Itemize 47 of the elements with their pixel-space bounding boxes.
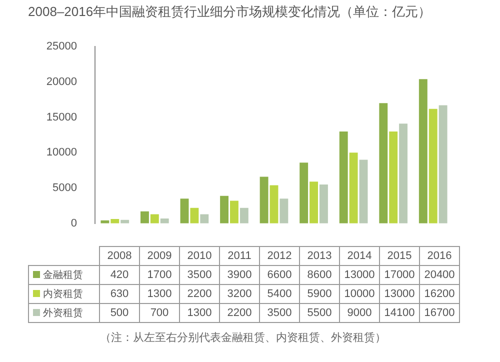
data-label: 420 bbox=[100, 266, 140, 284]
data-label: 3500 bbox=[180, 266, 220, 284]
data-label: 13000 bbox=[340, 266, 380, 284]
x-tick-label: 2013 bbox=[300, 246, 340, 266]
legend-label: 金融租赁 bbox=[28, 266, 100, 284]
data-label: 1300 bbox=[140, 284, 180, 304]
data-label: 1700 bbox=[140, 266, 180, 284]
data-label: 14100 bbox=[380, 304, 420, 322]
x-tick-label: 2009 bbox=[140, 246, 180, 266]
x-tick-label: 2014 bbox=[340, 246, 380, 266]
x-tick-label: 2015 bbox=[380, 246, 420, 266]
data-label: 5500 bbox=[300, 304, 340, 322]
data-label: 13000 bbox=[380, 284, 420, 304]
data-label: 3200 bbox=[220, 284, 260, 304]
data-label: 630 bbox=[100, 284, 140, 304]
data-label: 16700 bbox=[420, 304, 460, 322]
x-tick-label: 2012 bbox=[260, 246, 300, 266]
y-tick-label: 20000 bbox=[46, 76, 77, 88]
y-tick-label: 0 bbox=[70, 217, 77, 230]
x-tick-label: 2011 bbox=[220, 246, 260, 266]
chart-title: 2008–2016年中国融资租赁行业细分市场规模变化情况（单位：亿元） bbox=[28, 3, 432, 21]
data-label: 1300 bbox=[180, 304, 220, 322]
data-label: 3900 bbox=[220, 266, 260, 284]
data-label: 700 bbox=[140, 304, 180, 322]
data-label: 9000 bbox=[340, 304, 380, 322]
data-label: 17000 bbox=[380, 266, 420, 284]
data-label: 3500 bbox=[260, 304, 300, 322]
data-label: 2200 bbox=[220, 304, 260, 322]
y-tick-label: 25000 bbox=[46, 40, 77, 53]
data-label: 16200 bbox=[420, 284, 460, 304]
data-label: 10000 bbox=[340, 284, 380, 304]
data-label: 8600 bbox=[300, 266, 340, 284]
data-label: 500 bbox=[100, 304, 140, 322]
data-label: 5900 bbox=[300, 284, 340, 304]
data-label: 20400 bbox=[420, 266, 460, 284]
data-label: 6600 bbox=[260, 266, 300, 284]
x-tick-label: 2008 bbox=[100, 246, 140, 266]
x-tick-label: 2016 bbox=[420, 246, 460, 266]
data-label: 5400 bbox=[260, 284, 300, 304]
x-tick-label: 2010 bbox=[180, 246, 220, 266]
legend-label: 外资租赁 bbox=[28, 304, 100, 322]
y-tick-label: 5000 bbox=[52, 182, 77, 194]
y-tick-label: 15000 bbox=[46, 111, 77, 124]
legend-label: 内资租赁 bbox=[28, 284, 100, 304]
y-tick-label: 10000 bbox=[46, 146, 77, 159]
text: （注：从左至右分别代表金融租赁、内资租赁、外资租赁） bbox=[100, 330, 386, 345]
data-label: 2200 bbox=[180, 284, 220, 304]
